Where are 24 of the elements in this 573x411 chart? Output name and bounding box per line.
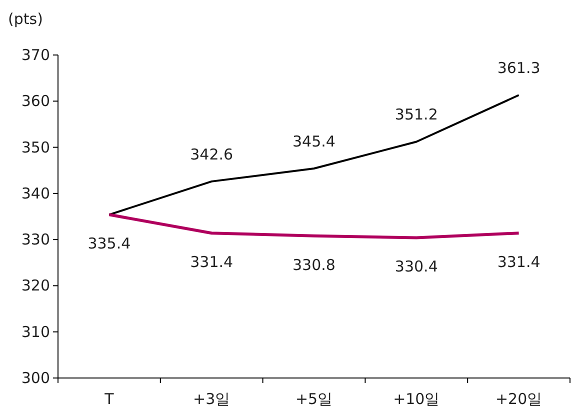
data-label: 361.3 bbox=[497, 59, 540, 78]
y-tick-label: 360 bbox=[21, 92, 50, 110]
data-label: 342.6 bbox=[190, 145, 234, 164]
x-tick-label: +20일 bbox=[495, 390, 542, 408]
y-tick-label: 300 bbox=[21, 369, 50, 387]
data-label: 330.8 bbox=[292, 256, 336, 274]
x-tick-label: T bbox=[104, 390, 115, 408]
y-tick-label: 370 bbox=[21, 46, 50, 64]
data-label: 351.2 bbox=[394, 106, 438, 124]
y-tick-label: 310 bbox=[21, 322, 50, 341]
y-tick-label: 350 bbox=[21, 138, 50, 156]
y-tick-label: 330 bbox=[21, 230, 50, 249]
x-tick-label: +5일 bbox=[295, 390, 333, 408]
x-tick-label: +10일 bbox=[393, 390, 440, 408]
data-label: 331.4 bbox=[190, 253, 234, 272]
line-series bbox=[108, 94, 520, 216]
data-label: 345.4 bbox=[292, 132, 336, 151]
x-tick-label: +3일 bbox=[193, 390, 230, 408]
data-label: 330.4 bbox=[394, 258, 438, 276]
y-axis-title: (pts) bbox=[8, 10, 43, 28]
y-tick-label: 340 bbox=[21, 184, 50, 202]
data-label: 331.4 bbox=[497, 253, 540, 272]
y-tick-label: 320 bbox=[21, 276, 50, 295]
data-label: 335.4 bbox=[88, 234, 131, 253]
